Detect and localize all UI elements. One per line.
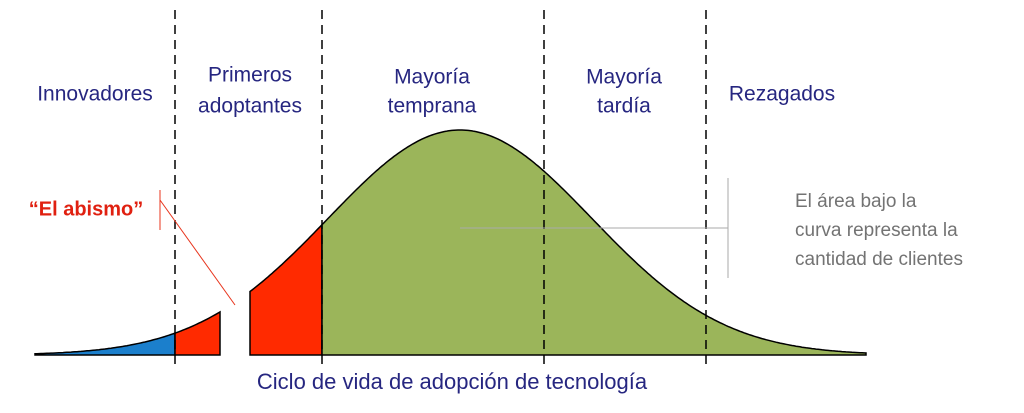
- segment-label: Rezagados: [729, 83, 835, 106]
- chasm-pointer: [159, 199, 236, 306]
- segment-label: Primeros: [208, 64, 292, 87]
- chasm-label: “El abismo”: [29, 198, 143, 220]
- majority-area: [321, 129, 867, 356]
- segment-label: tardía: [597, 95, 651, 118]
- segment-label: adoptantes: [198, 95, 302, 118]
- annotation-line: cantidad de clientes: [795, 249, 963, 270]
- innovators-area: [34, 332, 176, 356]
- segment-label: Mayoría: [394, 66, 470, 89]
- curve-group: [34, 129, 867, 356]
- segment-label: temprana: [388, 95, 477, 118]
- early-adopters-area: [249, 222, 323, 356]
- annotation-line: El área bajo la: [795, 191, 917, 212]
- annotation-line: curva representa la: [795, 220, 958, 241]
- segment-label: Innovadores: [37, 83, 153, 106]
- early-adopters-area: [174, 310, 221, 356]
- segment-label: Mayoría: [586, 66, 662, 89]
- diagram-title: Ciclo de vida de adopción de tecnología: [257, 369, 648, 394]
